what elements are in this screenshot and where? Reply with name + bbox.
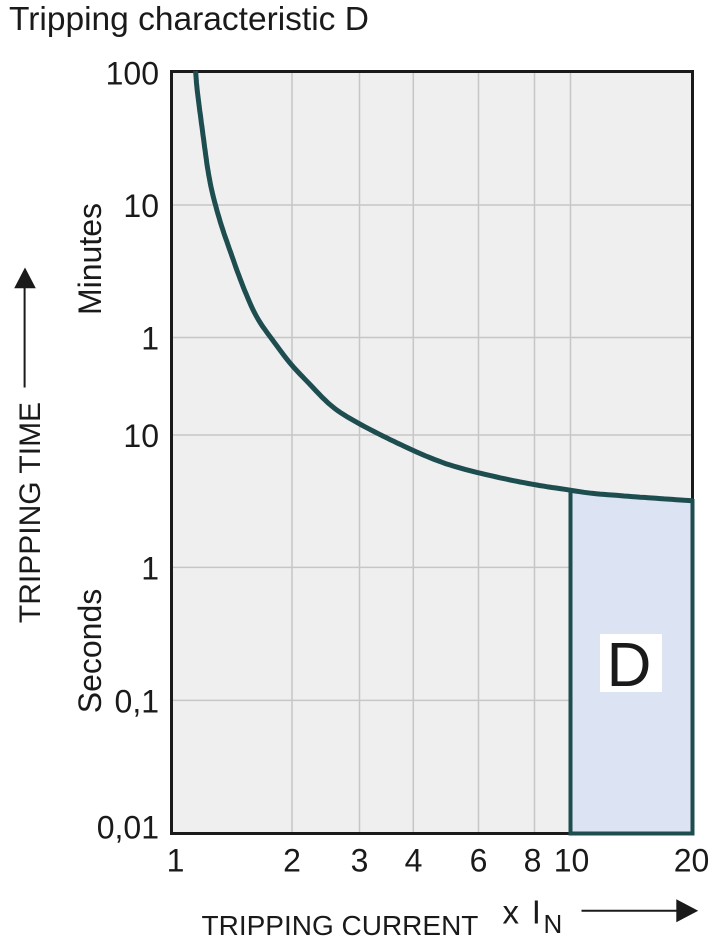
svg-text:I: I [532,894,541,931]
svg-text:TRIPPING TIME: TRIPPING TIME [14,402,47,623]
svg-text:1: 1 [141,551,159,587]
svg-text:D: D [607,631,652,700]
svg-text:Seconds: Seconds [72,589,108,714]
svg-text:8: 8 [524,843,542,879]
svg-text:0,01: 0,01 [97,810,159,846]
svg-text:Tripping characteristic D: Tripping characteristic D [9,1,369,38]
svg-text:20: 20 [674,843,710,879]
svg-text:10: 10 [554,843,590,879]
svg-text:10: 10 [123,418,159,454]
svg-text:6: 6 [470,843,488,879]
svg-text:0,1: 0,1 [115,684,159,720]
svg-text:3: 3 [351,843,369,879]
svg-text:2: 2 [283,843,301,879]
svg-text:Minutes: Minutes [72,203,108,315]
svg-text:1: 1 [141,321,159,357]
svg-text:TRIPPING CURRENT: TRIPPING CURRENT [202,910,479,941]
svg-text:100: 100 [106,56,159,92]
svg-text:N: N [544,909,563,939]
svg-text:x: x [503,894,520,931]
svg-text:4: 4 [405,843,423,879]
svg-text:10: 10 [123,188,159,224]
svg-text:1: 1 [167,843,185,879]
